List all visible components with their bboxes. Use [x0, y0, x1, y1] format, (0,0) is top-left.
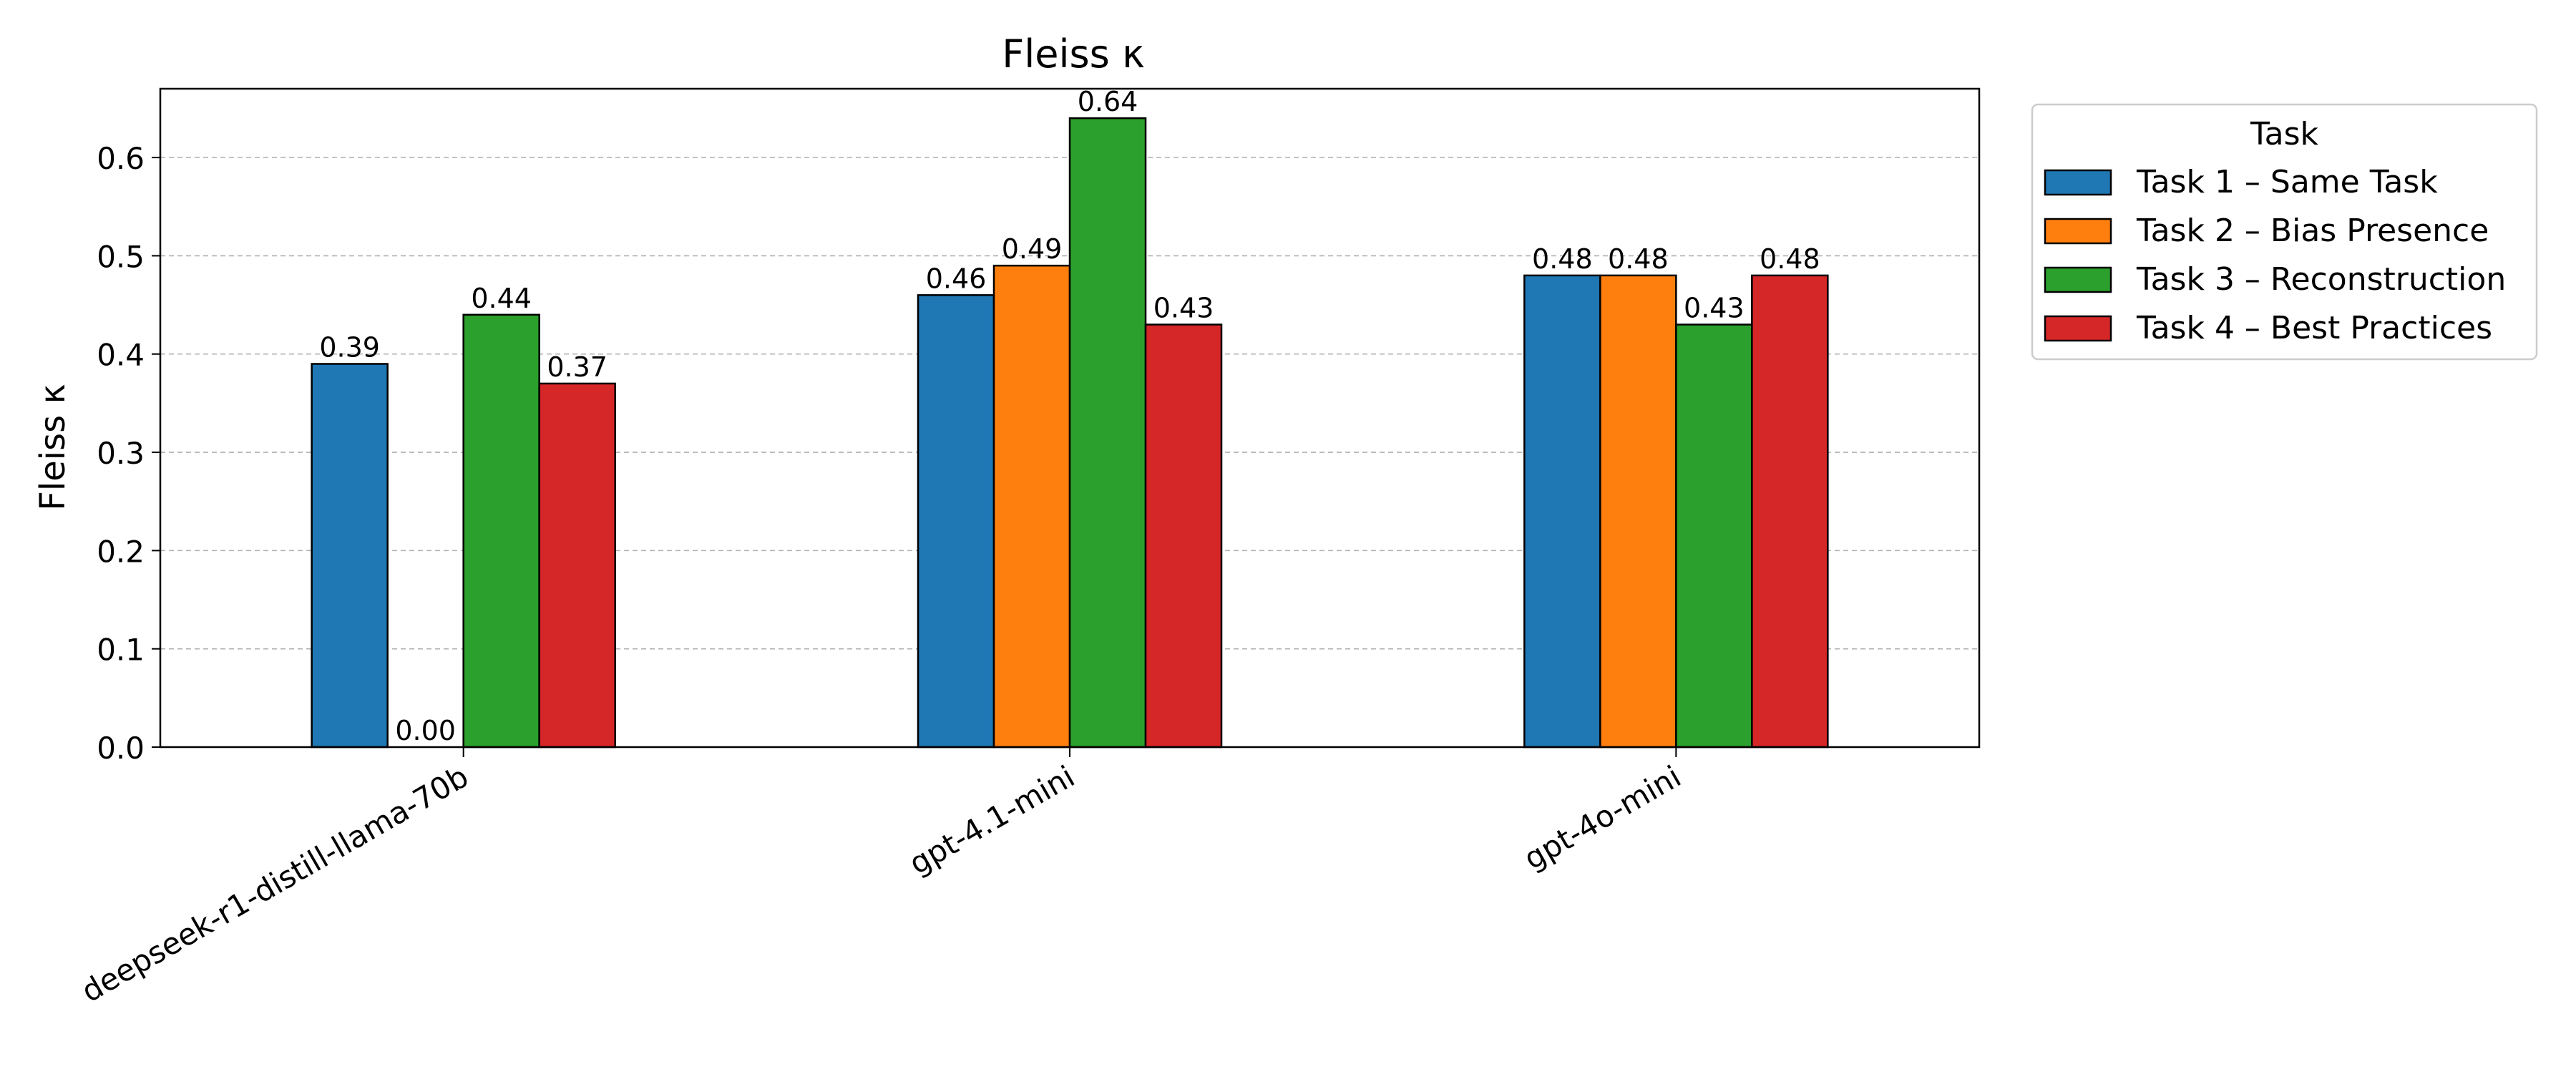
bar-value-label: 0.43 — [1153, 293, 1214, 324]
y-tick-label: 0.0 — [97, 731, 145, 766]
legend-entry: Task 4 – Best Practices — [2136, 310, 2492, 346]
bar-value-label: 0.64 — [1078, 86, 1138, 117]
bar — [1144, 323, 1223, 749]
x-tick-label: gpt-4o-mini — [1518, 759, 1687, 877]
plot-frame — [159, 87, 1981, 749]
bar — [917, 294, 995, 749]
bar — [992, 264, 1071, 749]
bar — [462, 313, 540, 749]
bar-value-label: 0.43 — [1684, 293, 1745, 324]
bars — [311, 117, 1829, 749]
chart-title: Fleiss κ — [1002, 31, 1145, 77]
legend-title: Task — [2250, 116, 2318, 152]
y-tick-label: 0.2 — [97, 534, 145, 569]
legend-entry: Task 1 – Same Task — [2136, 164, 2438, 200]
bar — [1675, 323, 1753, 749]
bar — [1523, 274, 1601, 749]
legend-swatch — [2044, 218, 2112, 245]
bar — [311, 363, 389, 749]
legend-swatch — [2044, 315, 2112, 342]
legend-swatch — [2044, 169, 2112, 196]
legend-box — [2031, 103, 2538, 361]
bar — [1068, 117, 1147, 749]
bar-value-labels: 0.39 0.00 0.44 0.37 0.46 0.49 0.64 0.43 0.48 0.48… — [319, 86, 1820, 746]
bar-value-label: 0.49 — [1002, 233, 1063, 265]
y-tick-label: 0.5 — [97, 239, 145, 274]
bar-value-label: 0.48 — [1760, 243, 1820, 275]
y-tick-label: 0.1 — [97, 633, 145, 668]
y-axis-label: Fleiss κ — [33, 384, 73, 510]
bar-value-label: 0.48 — [1532, 243, 1593, 275]
bar-value-label: 0.44 — [471, 283, 532, 314]
bar — [538, 382, 616, 749]
x-tick-label: deepseek-r1-distill-llama-70b — [76, 759, 474, 1009]
bar — [1599, 274, 1677, 749]
legend-swatch — [2044, 266, 2112, 293]
bar-value-label: 0.39 — [319, 331, 380, 363]
y-tick-label: 0.4 — [97, 338, 145, 373]
bar-value-label: 0.00 — [395, 715, 456, 746]
legend-entry: Task 3 – Reconstruction — [2136, 261, 2506, 298]
bar-value-label: 0.48 — [1608, 243, 1669, 275]
legend-entry: Task 2 – Bias Presence — [2136, 213, 2489, 249]
y-tick-label: 0.6 — [97, 141, 145, 176]
x-tick-label: gpt-4.1-mini — [903, 759, 1080, 881]
bar-value-label: 0.46 — [926, 263, 987, 294]
bar — [1751, 274, 1829, 749]
y-tick-label: 0.3 — [97, 436, 145, 471]
bar-value-label: 0.37 — [547, 351, 608, 383]
legend: Task Task 1 – Same Task Task 2 – Bias Pres… — [2031, 103, 2538, 361]
